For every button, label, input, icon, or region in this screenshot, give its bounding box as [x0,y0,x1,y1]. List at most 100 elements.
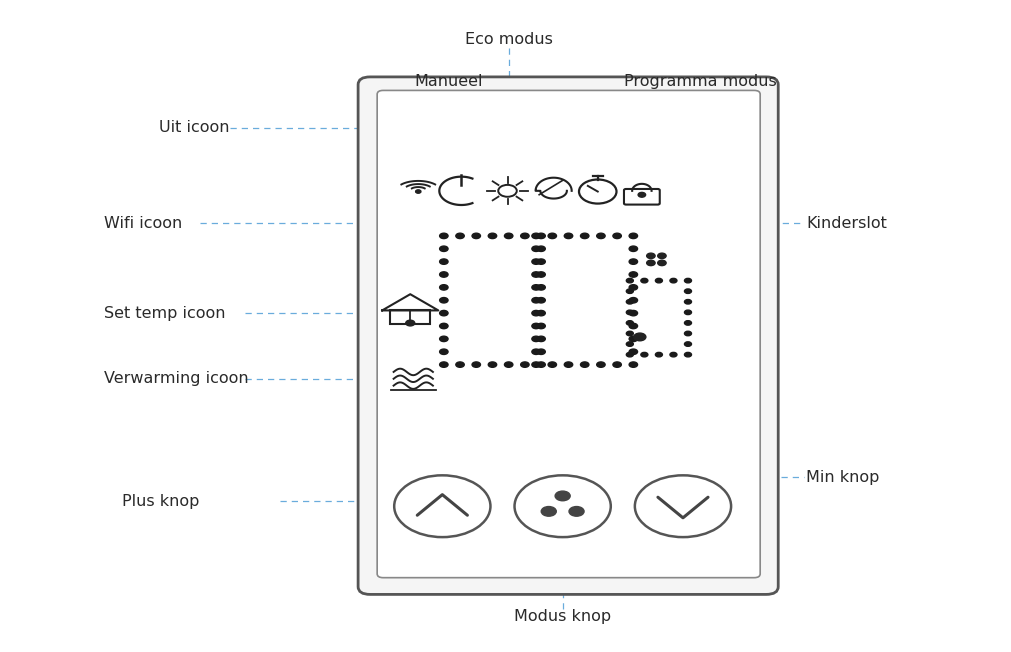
Circle shape [532,349,540,355]
Circle shape [521,233,529,239]
Circle shape [537,233,545,239]
Circle shape [684,321,692,325]
Circle shape [537,285,545,290]
Circle shape [629,285,638,290]
Circle shape [655,352,662,357]
Text: Set temp icoon: Set temp icoon [104,306,225,321]
Circle shape [532,362,540,367]
FancyBboxPatch shape [358,77,778,595]
Circle shape [684,310,692,315]
Circle shape [564,233,572,239]
Circle shape [627,299,633,304]
Circle shape [658,253,666,259]
Text: Manueel: Manueel [415,74,482,89]
Circle shape [521,362,529,367]
Circle shape [532,246,540,252]
Circle shape [537,259,545,264]
Circle shape [488,233,496,239]
Circle shape [555,491,570,501]
Text: Programma modus: Programma modus [624,74,776,89]
Circle shape [537,323,545,329]
Circle shape [629,297,638,303]
Circle shape [537,310,545,316]
Circle shape [613,362,622,367]
Circle shape [684,342,692,346]
Circle shape [627,278,633,283]
Circle shape [440,285,448,290]
Circle shape [627,331,633,336]
Text: Min knop: Min knop [807,469,880,484]
Circle shape [532,297,540,303]
Circle shape [504,233,513,239]
Circle shape [440,297,448,303]
Circle shape [596,362,606,367]
Circle shape [596,233,606,239]
Text: Verwarming icoon: Verwarming icoon [104,371,249,386]
Circle shape [627,342,633,346]
Circle shape [541,507,556,516]
Circle shape [440,349,448,355]
Circle shape [548,233,556,239]
Circle shape [548,362,556,367]
Circle shape [440,336,448,342]
Circle shape [629,349,638,355]
FancyBboxPatch shape [377,91,760,578]
Circle shape [684,331,692,336]
Text: Plus knop: Plus knop [122,494,200,509]
Circle shape [537,349,545,355]
Circle shape [440,233,448,239]
Circle shape [472,362,480,367]
Circle shape [684,299,692,304]
Circle shape [629,323,638,329]
Circle shape [629,246,638,252]
Text: Modus knop: Modus knop [514,610,612,625]
Circle shape [647,260,655,265]
Circle shape [629,259,638,264]
Circle shape [440,272,448,277]
Circle shape [537,246,545,252]
Text: Wifi icoon: Wifi icoon [104,216,183,231]
Circle shape [532,233,540,239]
Circle shape [537,272,545,277]
Circle shape [537,362,545,367]
Circle shape [569,507,584,516]
Circle shape [684,289,692,293]
Circle shape [613,233,622,239]
Circle shape [627,310,633,315]
Circle shape [532,285,540,290]
Circle shape [629,336,638,342]
Circle shape [638,192,646,197]
Circle shape [532,259,540,264]
Circle shape [647,253,655,259]
Circle shape [641,278,648,283]
Circle shape [440,323,448,329]
Circle shape [627,289,633,293]
Circle shape [416,190,421,193]
Text: Kinderslot: Kinderslot [807,216,888,231]
Circle shape [440,310,448,316]
Circle shape [532,310,540,316]
Text: Eco modus: Eco modus [465,32,552,47]
Circle shape [456,233,464,239]
Circle shape [684,278,692,283]
Circle shape [564,362,572,367]
Circle shape [580,233,589,239]
Circle shape [670,352,677,357]
Circle shape [580,362,589,367]
Circle shape [440,362,448,367]
Circle shape [504,362,513,367]
Circle shape [634,333,646,341]
Circle shape [440,246,448,252]
Circle shape [440,259,448,264]
Circle shape [537,297,545,303]
Circle shape [532,272,540,277]
Circle shape [472,233,480,239]
Circle shape [532,323,540,329]
Circle shape [488,362,496,367]
Circle shape [684,352,692,357]
Circle shape [627,321,633,325]
Text: Uit icoon: Uit icoon [160,120,229,135]
Circle shape [537,336,545,342]
Circle shape [629,362,638,367]
Circle shape [456,362,464,367]
